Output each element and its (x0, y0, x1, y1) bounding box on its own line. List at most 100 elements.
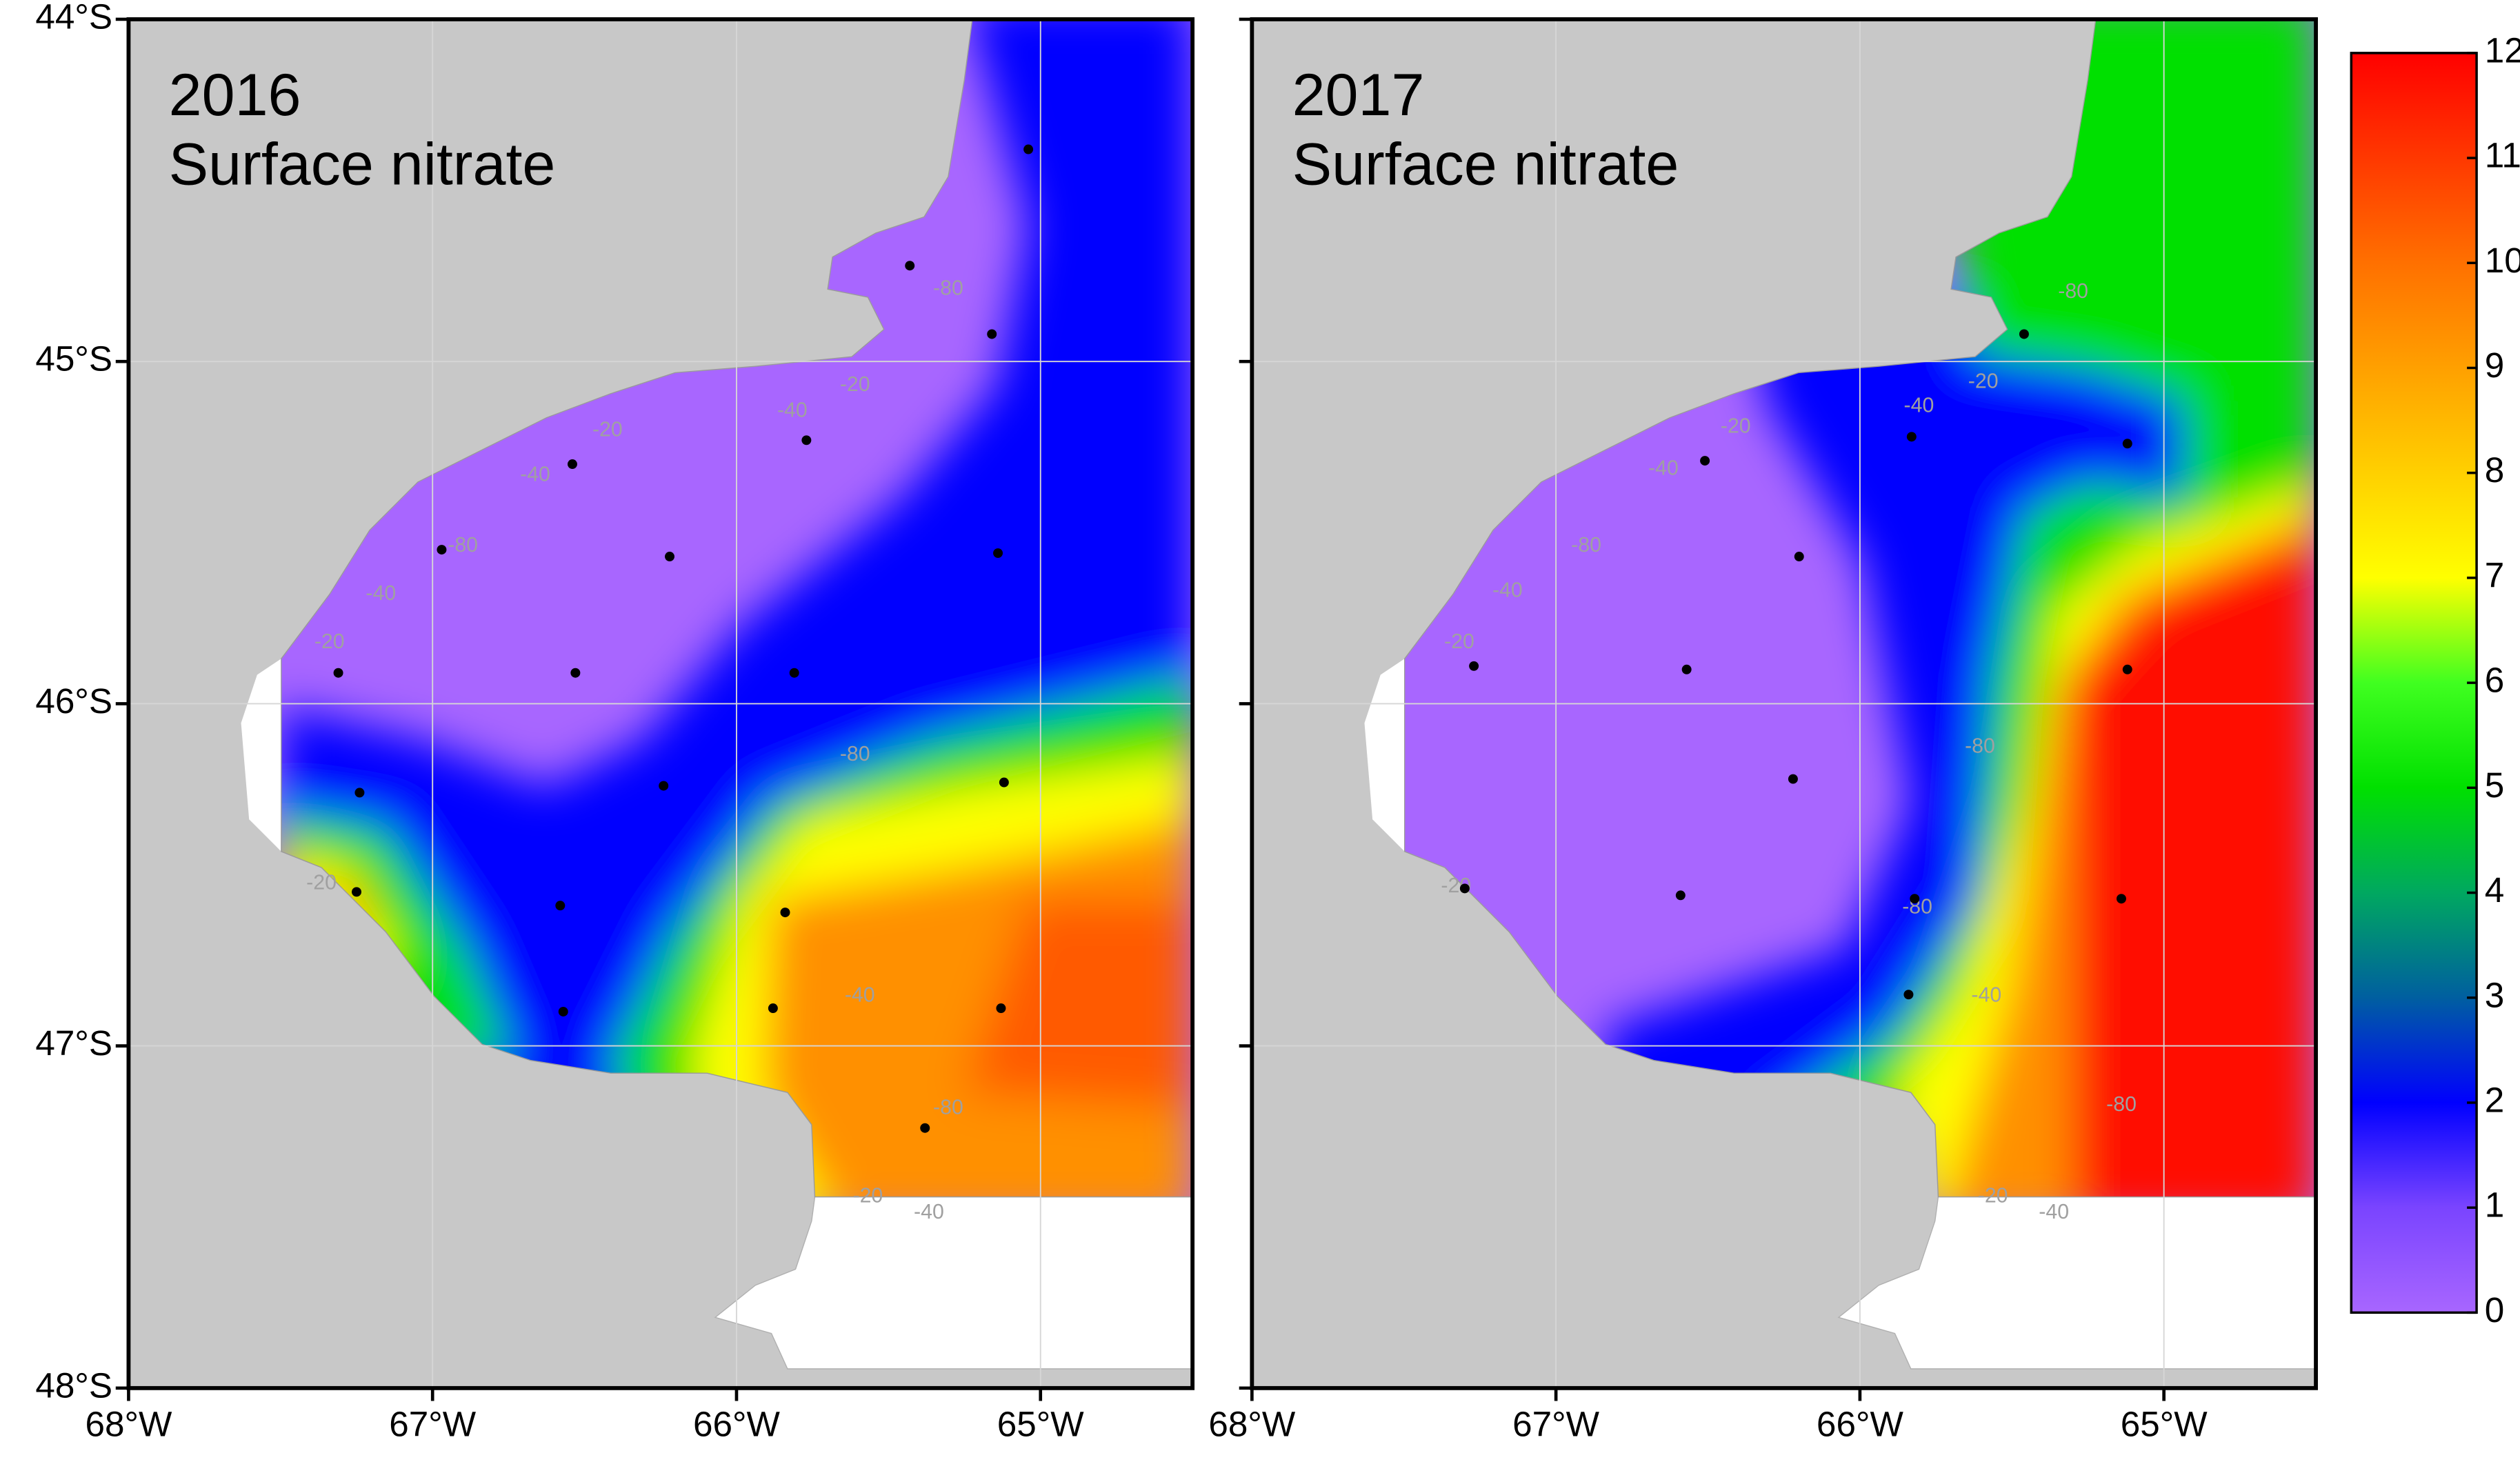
coastline (1404, 19, 2317, 1198)
x-tick-label: 66°W (693, 1404, 781, 1443)
contour-label: -40 (1492, 579, 1523, 601)
contour-label: -40 (914, 1201, 944, 1223)
field-region (2071, 530, 2317, 1197)
colorbar: 0123456789101112 (2350, 30, 2520, 1330)
map-panel: 68°W 67°W 66°W 65°W 44°S 45°S 46°S 47°S 48°S -80 -… (35, 0, 1195, 1443)
station (2019, 329, 2029, 339)
station (567, 459, 577, 470)
station (437, 545, 447, 555)
station (768, 1003, 778, 1014)
map-panel: 68°W 67°W 66°W 65°W -80 -20 -40 -20 -40 -80 -40 -20… (1208, 17, 2318, 1443)
panel-frame (1250, 17, 2318, 1390)
station (1675, 890, 1686, 901)
colorbar-label: 1 (2485, 1185, 2505, 1225)
panel-frame (126, 17, 1195, 1390)
station (2116, 894, 2126, 904)
station (1794, 552, 1804, 562)
no-data-area (241, 659, 281, 852)
station (2122, 439, 2132, 449)
y-tick-label: 44°S (35, 0, 112, 36)
station (659, 781, 669, 791)
colorbar-label: 12 (2485, 30, 2520, 70)
panel-year: 2017 (1292, 62, 1425, 128)
x-tick-label: 66°W (1817, 1404, 1904, 1443)
colorbar-label: 6 (2485, 661, 2505, 700)
panel-year: 2016 (169, 62, 301, 128)
contour-label: -80 (840, 743, 870, 765)
y-tick-label: 47°S (35, 1023, 112, 1063)
station (570, 668, 581, 678)
y-tick-label: 45°S (35, 339, 112, 379)
contour-label: -80 (933, 1096, 963, 1119)
contour-label: -20 (840, 373, 870, 396)
contour-label: -20 (592, 418, 623, 441)
contour-label: -20 (852, 1185, 883, 1208)
colorbar-label: 4 (2485, 870, 2505, 910)
field-region (2071, 393, 2184, 482)
station (1910, 894, 1920, 904)
contour-label: -20 (1968, 370, 1999, 392)
y-tick-label: 46°S (35, 681, 112, 721)
contour-label: -40 (777, 399, 808, 421)
station (1906, 432, 1917, 442)
station (920, 1123, 930, 1133)
station (354, 788, 365, 798)
station (1023, 144, 1034, 154)
contour-label: -80 (2106, 1093, 2137, 1116)
colorbar-label: 8 (2485, 450, 2505, 490)
contour-label: -20 (1978, 1185, 2008, 1208)
station (987, 329, 997, 339)
station (1788, 774, 1798, 784)
y-tick-label: 48°S (35, 1365, 112, 1405)
station (780, 908, 790, 918)
station (905, 261, 915, 271)
colorbar-fill (2350, 52, 2478, 1314)
x-tick-label: 65°W (997, 1404, 1085, 1443)
station (996, 1003, 1006, 1014)
contour-label: -20 (1444, 630, 1474, 653)
station (333, 668, 343, 678)
contour-label: -20 (306, 871, 337, 894)
colorbar-label: 0 (2485, 1290, 2505, 1330)
station (558, 1007, 568, 1017)
station (1700, 456, 1710, 466)
field-layers (281, 19, 1193, 1197)
x-tick-label: 65°W (2121, 1404, 2208, 1443)
station (2122, 664, 2132, 674)
no-data-area (1364, 659, 1405, 852)
field-region (964, 899, 1193, 1109)
station (789, 668, 799, 678)
station (1469, 661, 1479, 671)
colorbar-label: 10 (2485, 241, 2520, 280)
contour-label: -40 (520, 463, 550, 486)
x-tick-label: 67°W (1512, 1404, 1600, 1443)
colorbar-label: 2 (2485, 1080, 2505, 1119)
contour-label: -80 (933, 277, 963, 299)
x-tick-label: 68°W (1208, 1404, 1296, 1443)
contour-label: -20 (314, 630, 345, 653)
station (1681, 664, 1692, 674)
station (352, 887, 361, 897)
field-layers (1606, 19, 2317, 1197)
contour-label: -80 (1965, 734, 1995, 757)
station (999, 777, 1009, 788)
contour-label: -40 (1904, 394, 1934, 417)
contour-label: -40 (366, 582, 396, 605)
x-tick-label: 68°W (85, 1404, 172, 1443)
colorbar-label: 7 (2485, 555, 2505, 594)
station (993, 548, 1003, 559)
panel-variable: Surface nitrate (1292, 131, 1679, 197)
station (1459, 883, 1470, 894)
contour-label: -80 (2058, 280, 2088, 303)
panel-variable: Surface nitrate (169, 131, 556, 197)
station (1903, 990, 1914, 1000)
contour-label: -80 (1571, 534, 1601, 557)
colorbar-label: 11 (2485, 136, 2520, 175)
contour-label: -80 (448, 534, 478, 557)
colorbar-label: 3 (2485, 975, 2505, 1014)
station (665, 552, 674, 562)
contour-label: -40 (1648, 457, 1679, 479)
station (555, 901, 566, 911)
